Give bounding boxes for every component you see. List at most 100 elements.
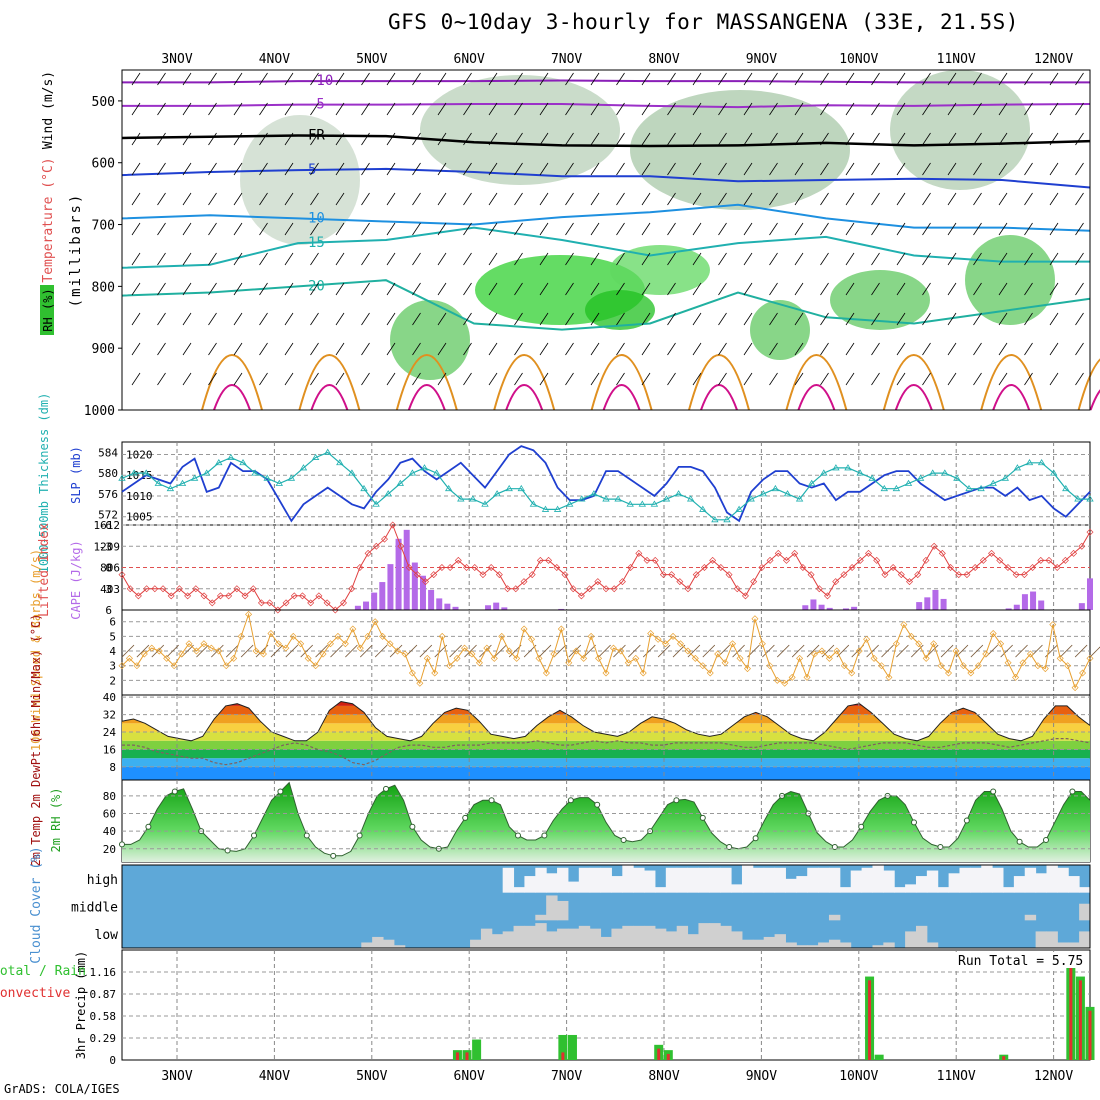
wind10m-marker [215, 647, 223, 655]
wind-barb [947, 282, 957, 296]
wind-barb [233, 372, 243, 386]
temp-band [122, 705, 1090, 715]
wind-barb [157, 342, 166, 356]
wind10m-marker [178, 650, 186, 658]
rh-blob [750, 300, 810, 360]
rh-blob [830, 270, 930, 330]
thickness-marker [699, 505, 707, 512]
li-marker [225, 592, 233, 600]
wind-barb [718, 192, 727, 206]
wind-barb [233, 102, 243, 116]
li-marker [627, 564, 635, 571]
wind-barb [820, 192, 829, 206]
cloud-cell-low [774, 934, 786, 948]
cape-bar [1038, 600, 1045, 610]
li-marker [126, 585, 134, 593]
wind10m-barb [776, 644, 790, 658]
wind10m-barb [538, 644, 552, 658]
thickness-marker [626, 500, 634, 507]
thickness-marker [856, 469, 864, 476]
wind10m-marker [475, 659, 483, 667]
cloud-cell-high [970, 867, 982, 893]
wind-barb [896, 162, 906, 176]
thickness-marker [481, 500, 489, 507]
wind10m-marker [312, 662, 320, 670]
wind-barb [412, 252, 421, 266]
rh-tick: 20 [103, 843, 116, 856]
li-marker [709, 556, 717, 564]
cloud-cell-high [926, 870, 939, 893]
thickness-marker [638, 500, 647, 507]
wind-barb [361, 342, 370, 356]
wind-barb [973, 282, 982, 296]
wind-barb [616, 132, 625, 146]
cloud-cell-low [524, 925, 536, 948]
wind-barb [565, 102, 574, 116]
wind-barb [998, 342, 1008, 356]
wind-barb [131, 342, 141, 356]
wind-barb [514, 132, 523, 146]
rh-marker [462, 814, 469, 821]
wind-barb [998, 132, 1008, 146]
wind-barb [998, 222, 1008, 236]
wind-barb [386, 192, 396, 206]
cloud-cell-low [393, 945, 406, 948]
cape-bar [395, 538, 402, 610]
wind-barb [973, 72, 982, 86]
li-marker [618, 578, 626, 586]
ylabel-cloud: Cloud Cover (%) [29, 846, 44, 963]
wind-barb [896, 222, 906, 236]
wind-barb [1075, 222, 1084, 236]
temp-band [122, 740, 1090, 750]
wind10m-marker [289, 632, 297, 640]
bottom-date-tick: 8NOV [648, 1069, 679, 1084]
warm-contour [882, 354, 945, 411]
thickness-marker [118, 474, 126, 481]
li-marker [1045, 556, 1053, 564]
wind-barb [1075, 72, 1084, 86]
li-marker [733, 585, 741, 593]
wind-barb [539, 312, 549, 326]
wind10m-barb [196, 644, 209, 658]
li-marker [865, 549, 873, 557]
cloud-cell-low [1046, 931, 1058, 948]
wind10m-marker [140, 650, 148, 658]
wind-barb [437, 222, 447, 236]
wind-barb [208, 162, 217, 176]
li-tick: 3 [105, 583, 112, 596]
wind10m-barb [702, 644, 716, 658]
cloud-cell-high [905, 884, 917, 893]
isotherm-label: 5 [308, 162, 316, 178]
wind10m-barb [419, 644, 433, 658]
rh-marker [594, 801, 601, 808]
li-marker [758, 564, 766, 571]
rh-marker [488, 797, 495, 804]
li-marker [610, 585, 618, 593]
wind-barb [1024, 72, 1033, 86]
li-marker [175, 585, 183, 593]
wind10m-barb [270, 644, 284, 658]
li-tick: 6 [105, 604, 112, 617]
li-marker [897, 571, 905, 579]
wind-barb [641, 132, 651, 146]
temperature-line [121, 700, 1091, 742]
wind10m-marker [714, 650, 722, 658]
cape-bar [826, 607, 833, 610]
cloud-cell-high [1046, 865, 1058, 893]
wind-barb [641, 72, 651, 86]
pressure-tick: 1000 [84, 404, 115, 419]
wind10m-marker [453, 654, 461, 662]
li-marker [741, 592, 749, 600]
wind-barb [998, 72, 1008, 86]
wind-barb [769, 222, 778, 236]
bottom-date-tick: 10NOV [839, 1069, 878, 1084]
wind-barb [743, 372, 753, 386]
wind10m-barb [628, 644, 641, 658]
thickness-marker [807, 479, 816, 486]
cape-bar [810, 599, 817, 610]
cloud-cell-low [622, 925, 634, 948]
li-marker [487, 564, 495, 571]
wind10m-marker [200, 640, 208, 648]
wind-tick: 3 [109, 660, 116, 673]
thickness-marker [928, 469, 937, 476]
